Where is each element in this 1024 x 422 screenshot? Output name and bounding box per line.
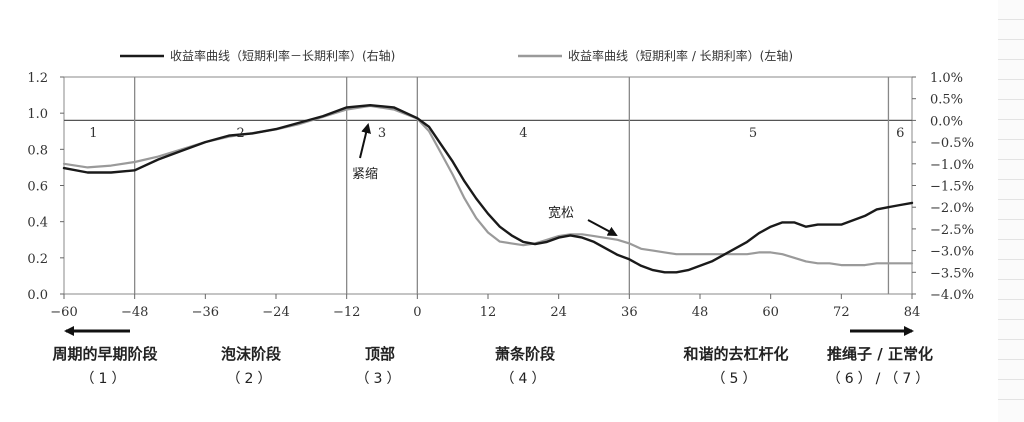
series-line-dark — [62, 103, 914, 274]
x-axis-ticks: −60 −48 −36 −24 −12 0 12 24 36 48 60 72 84 — [50, 294, 920, 320]
phase-name-5: 和谐的去杠杆化 — [683, 345, 788, 363]
phase-index-6: （6）/（7） — [827, 371, 934, 387]
x-tick-label: −12 — [333, 305, 360, 320]
x-tick-label: −60 — [50, 305, 77, 320]
y-right-tick-label: −3.5% — [930, 266, 974, 281]
legend: 收益率曲线（短期利率－长期利率）(右轴) 收益率曲线（短期利率 / 长期利率）(… — [120, 48, 793, 63]
x-tick-label: −36 — [192, 305, 219, 320]
y-left-tick-label: 0.2 — [27, 252, 48, 267]
phase-name-2: 泡沫阶段 — [221, 345, 281, 363]
phase-index-3: （3） — [356, 371, 405, 387]
x-tick-label: −48 — [121, 305, 148, 320]
legend-label-dark: 收益率曲线（短期利率－长期利率）(右轴) — [170, 48, 395, 63]
y-right-axis-ticks: 1.0% 0.5% 0.0% −0.5% −1.0% −1.5% −2.0% −2.5% −3.… — [912, 71, 974, 303]
plot-area — [63, 76, 913, 295]
y-right-tick-label: −2.0% — [930, 201, 974, 216]
y-right-tick-label: −2.5% — [930, 223, 974, 238]
x-tick-label: 84 — [904, 305, 921, 320]
annotation-loose-arrow — [587, 219, 618, 236]
phase-number: 5 — [749, 126, 757, 141]
page-edge-decoration — [998, 0, 1024, 422]
phase-name-1: 周期的早期阶段 — [52, 345, 157, 363]
x-tick-label: 36 — [621, 305, 638, 320]
phase-number: 6 — [896, 126, 904, 141]
annotation-tight-label: 紧缩 — [352, 166, 378, 182]
phase-number: 4 — [519, 126, 527, 141]
x-tick-label: 12 — [480, 305, 497, 320]
x-tick-label: −24 — [262, 305, 289, 320]
phase-number: 2 — [237, 126, 245, 141]
phase-index-2: （2） — [227, 371, 276, 387]
y-left-tick-label: 1.0 — [27, 107, 48, 122]
y-left-tick-label: 0.4 — [27, 216, 48, 231]
phase-index-4: （4） — [501, 371, 550, 387]
annotation-tight: 紧缩 — [352, 123, 378, 182]
phase-number: 3 — [378, 126, 386, 141]
phase-index-5: （5） — [712, 371, 761, 387]
y-right-tick-label: 0.5% — [930, 93, 963, 108]
x-tick-label: 48 — [692, 305, 709, 320]
phase-name-4: 萧条阶段 — [495, 345, 555, 363]
phase-labels: 周期的早期阶段 （1） 泡沫阶段 （2） 顶部 （3） 萧条阶段 （4） 和谐的… — [52, 345, 934, 387]
y-right-tick-label: −1.5% — [930, 180, 974, 195]
phase-name-6: 推绳子 / 正常化 — [827, 345, 933, 363]
y-left-axis-ticks: 0.0 0.2 0.4 0.6 0.8 1.0 1.2 — [27, 71, 64, 303]
phase-index-1: （1） — [81, 371, 130, 387]
plot-frame — [63, 76, 913, 295]
y-left-tick-label: 0.8 — [27, 143, 48, 158]
y-left-tick-label: 0.0 — [27, 288, 48, 303]
x-tick-label: 24 — [550, 305, 567, 320]
x-tick-label: 72 — [833, 305, 850, 320]
y-left-tick-label: 0.6 — [27, 180, 48, 195]
y-left-tick-label: 1.2 — [27, 71, 48, 86]
series-layer — [62, 103, 914, 274]
y-right-tick-label: 1.0% — [930, 71, 963, 86]
y-right-tick-label: −1.0% — [930, 158, 974, 173]
annotation-tight-arrow — [359, 123, 371, 159]
x-tick-label: 60 — [762, 305, 779, 320]
y-right-tick-label: −3.0% — [930, 245, 974, 260]
annotation-loose: 宽松 — [548, 205, 618, 236]
phase-numbers: 1 2 3 4 5 6 — [89, 126, 904, 141]
phase-name-3: 顶部 — [365, 345, 395, 363]
phase-number: 1 — [89, 126, 97, 141]
y-right-tick-label: −4.0% — [930, 288, 974, 303]
y-right-tick-label: −0.5% — [930, 136, 974, 151]
annotation-loose-label: 宽松 — [548, 205, 574, 221]
y-right-tick-label: 0.0% — [930, 114, 963, 129]
series-line-light — [62, 104, 914, 267]
legend-label-light: 收益率曲线（短期利率 / 长期利率）(左轴) — [568, 48, 793, 63]
x-tick-label: 0 — [413, 305, 421, 320]
